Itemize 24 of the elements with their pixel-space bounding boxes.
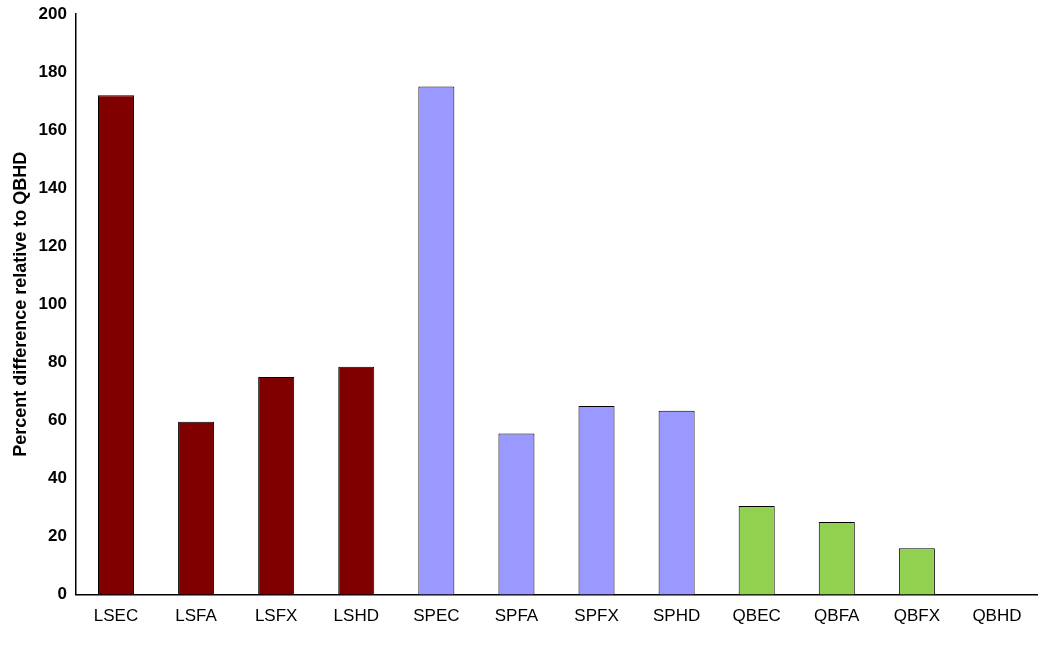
y-tick-label: 0 (57, 584, 67, 604)
y-tick-label: 100 (38, 293, 67, 313)
y-tick-label: 120 (38, 235, 67, 255)
y-axis-title: Percent difference relative to QBHD (9, 151, 30, 457)
x-tick-label: LSFX (254, 606, 298, 626)
x-tick-label: QBFA (814, 606, 861, 626)
x-tick-label: SPHD (652, 606, 701, 626)
x-tick-label: QBHD (972, 606, 1022, 626)
x-tick-label: SPFX (574, 606, 619, 626)
y-tick-label: 180 (38, 61, 67, 81)
x-tick-label: SPEC (413, 606, 460, 626)
y-tick-label: 140 (38, 177, 67, 197)
y-tick-label: 60 (48, 410, 67, 430)
x-tick-label: QBFX (893, 606, 941, 626)
x-tick-label: LSHD (333, 606, 379, 626)
y-tick-label: 20 (48, 526, 67, 546)
x-tick-label: SPFA (494, 606, 539, 626)
x-tick-label: QBEC (732, 606, 781, 626)
y-tick-label: 80 (48, 352, 67, 372)
y-tick-label: 160 (38, 119, 67, 139)
x-tick-label: LSEC (93, 606, 139, 626)
x-tick-label: LSFA (175, 606, 218, 626)
y-tick-label: 40 (48, 468, 67, 488)
y-tick-label: 200 (38, 3, 67, 23)
